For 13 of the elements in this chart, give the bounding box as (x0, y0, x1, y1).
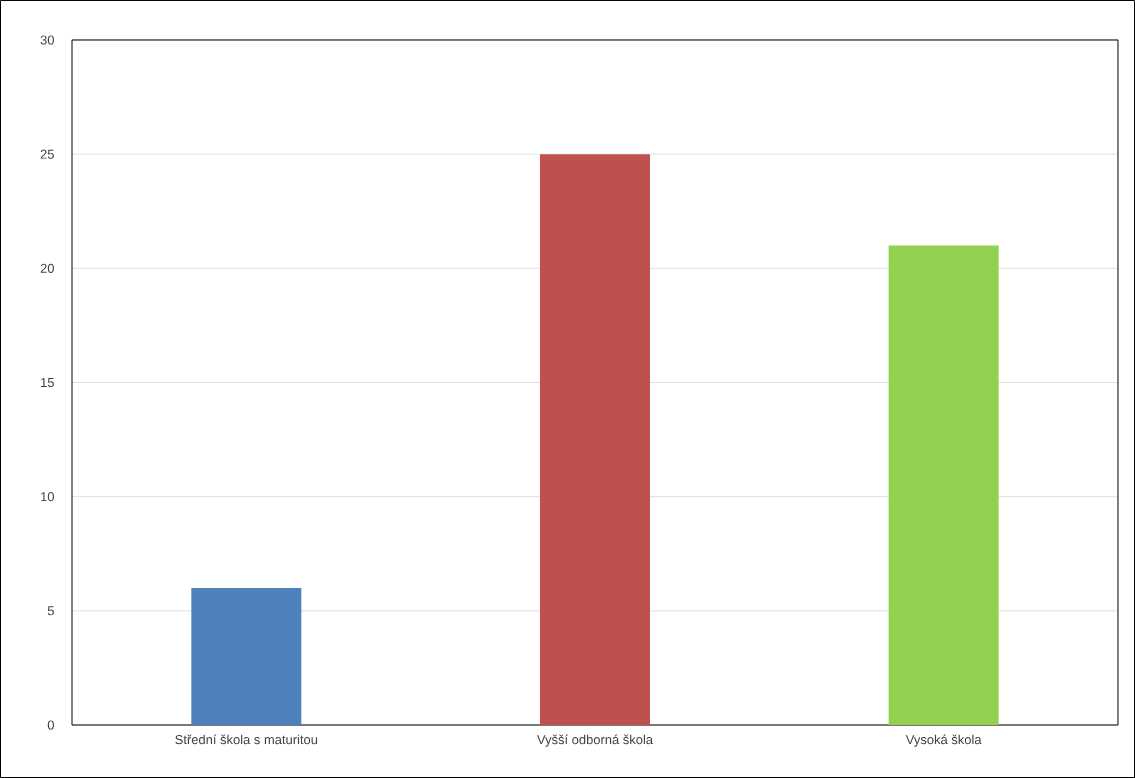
bar (191, 588, 302, 725)
y-tick-label: 20 (40, 263, 54, 273)
y-tick-label: 10 (41, 492, 54, 502)
x-tick-label: Vysoká škola (905, 734, 982, 747)
y-tick-label: 15 (41, 377, 54, 388)
bar (539, 154, 650, 725)
x-tick-label: Střední škola s maturitou (175, 734, 318, 745)
bar (888, 245, 999, 725)
y-tick-label: 25 (40, 149, 54, 159)
y-tick-label: 30 (40, 35, 54, 45)
x-tick-label: Vyšší odborná škola (536, 734, 654, 747)
y-tick-label: 0 (47, 720, 54, 730)
y-tick-label: 5 (47, 606, 54, 616)
